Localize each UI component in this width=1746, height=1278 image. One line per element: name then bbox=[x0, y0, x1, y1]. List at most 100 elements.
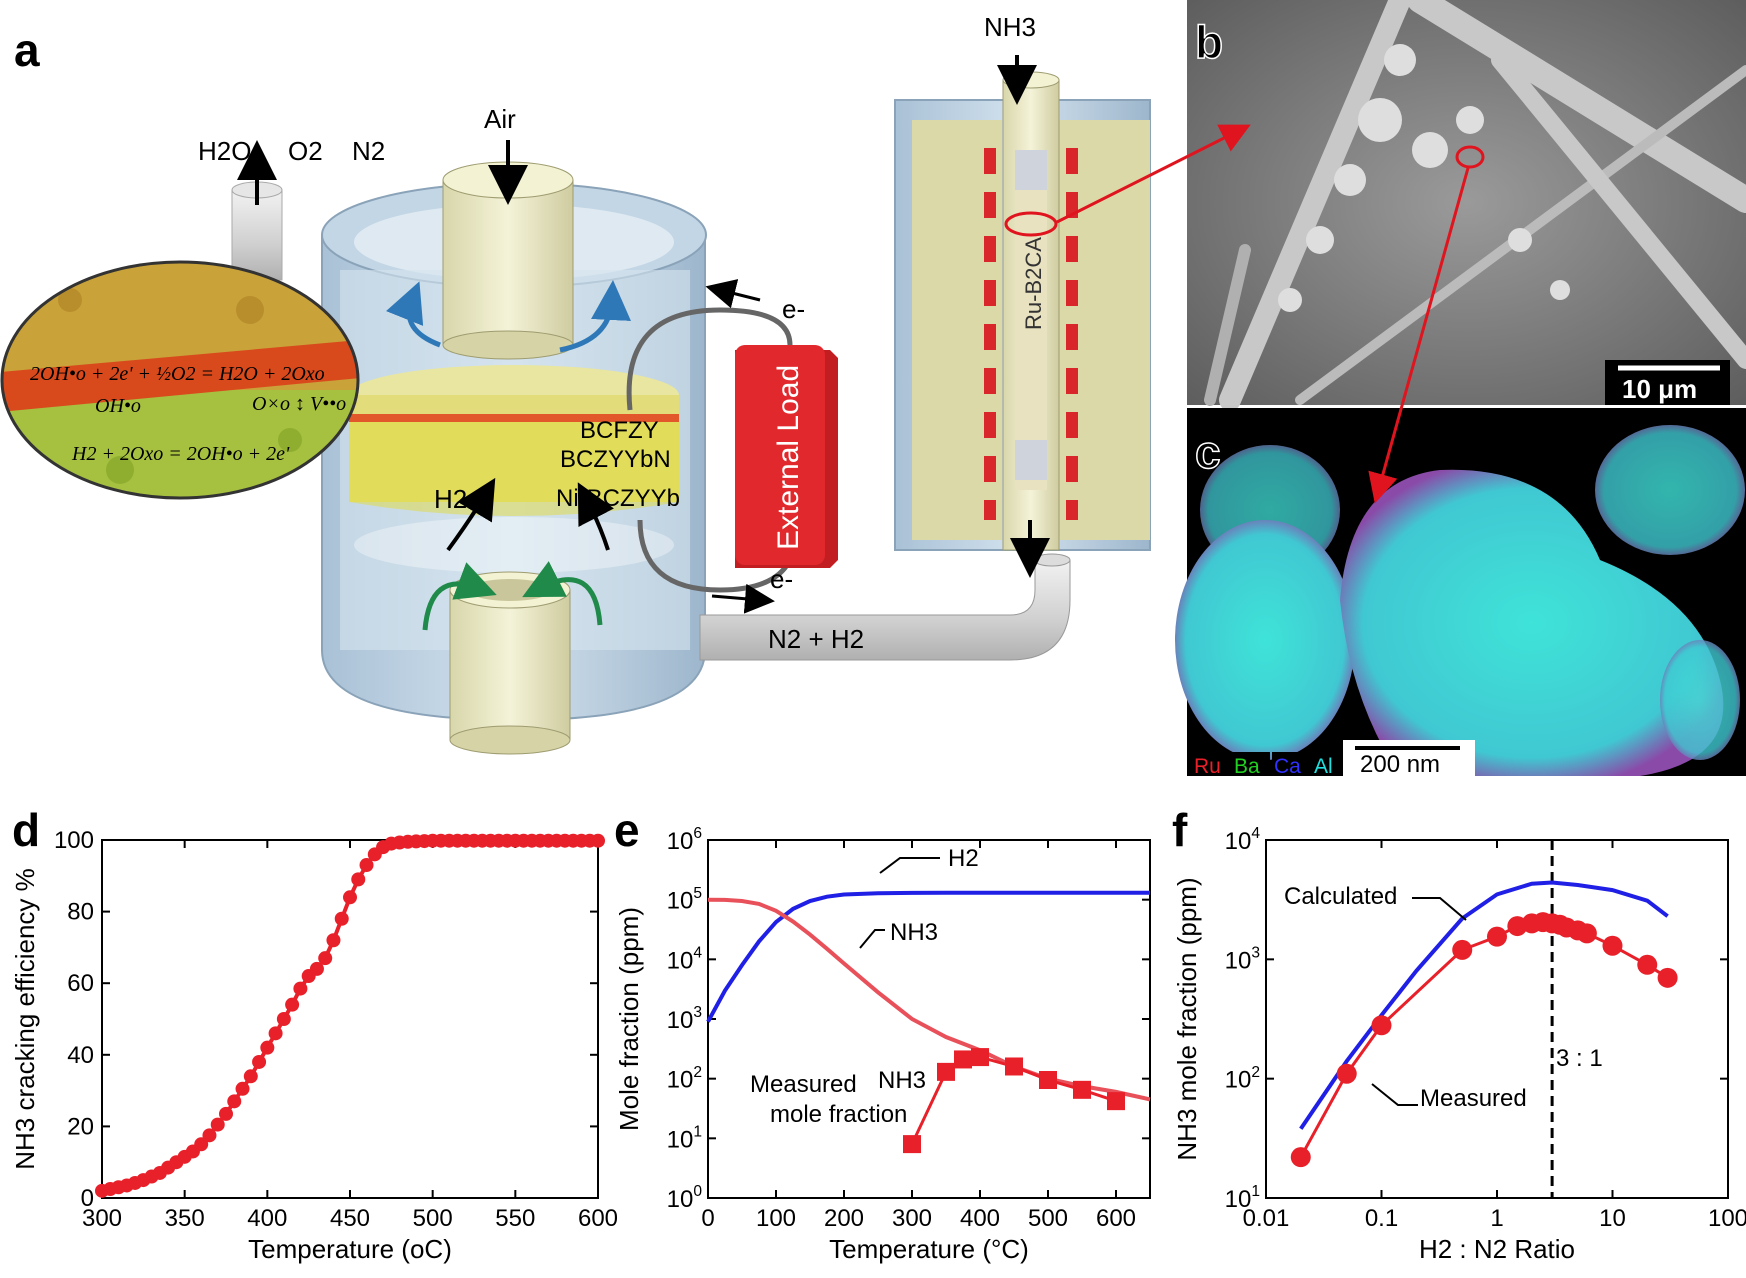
h2-label: H2 bbox=[434, 484, 467, 514]
data-point bbox=[235, 1081, 250, 1096]
panel-c: c Ru Ba Ca Al 200 nm bbox=[1175, 408, 1746, 778]
data-point bbox=[1039, 1070, 1057, 1089]
x-tick-label: 0.1 bbox=[1365, 1205, 1398, 1232]
y-tick-label: 106 bbox=[667, 825, 702, 855]
mole-fraction-annotation: mole fraction bbox=[770, 1101, 907, 1128]
y-axis-label: Mole fraction (ppm) bbox=[614, 907, 644, 1131]
data-point bbox=[359, 858, 374, 873]
x-tick-label: 500 bbox=[1028, 1205, 1068, 1232]
y-tick-label: 20 bbox=[67, 1113, 94, 1140]
layer-label-anode: Ni-BCZYYb bbox=[556, 485, 680, 512]
data-point bbox=[343, 890, 357, 905]
x-tick-label: 100 bbox=[1708, 1205, 1746, 1232]
data-point bbox=[326, 933, 341, 948]
legend-item-bg bbox=[1232, 752, 1270, 776]
heater-dashes bbox=[984, 148, 1078, 520]
measured-annotation: Measured bbox=[750, 1071, 857, 1098]
chart-d: d 300 350 400 450 500 550 600 0 20 40 60 80 100 Tempe… bbox=[10, 804, 618, 1264]
data-point bbox=[903, 1135, 921, 1154]
scalebar-c: 200 nm bbox=[1360, 751, 1440, 778]
x-tick-label: 100 bbox=[756, 1205, 796, 1232]
data-point bbox=[1602, 935, 1623, 956]
membrane-zoom-ellipse: 2OH•o + 2e' + ½O2 = H2O + 2Oxo OH•o O×o … bbox=[0, 260, 360, 500]
y-tick-label: 101 bbox=[667, 1124, 702, 1154]
fuel-flow-arrow bbox=[422, 562, 497, 631]
series-line-measured-1 bbox=[1299, 920, 1669, 1158]
y-tick-label: 103 bbox=[667, 1004, 702, 1034]
legend-item-ba: Ba bbox=[1234, 755, 1260, 778]
data-point bbox=[293, 981, 308, 996]
nh3-annotation: NH3 bbox=[890, 919, 938, 946]
data-point bbox=[1005, 1057, 1023, 1076]
legend-item-al: Al bbox=[1314, 755, 1333, 778]
x-tick-label: 10 bbox=[1599, 1205, 1626, 1232]
y-tick-label: 60 bbox=[67, 970, 94, 997]
x-tick-label: 200 bbox=[824, 1205, 864, 1232]
y-tick-label: 102 bbox=[667, 1064, 702, 1094]
scalebar-b: 10 μm bbox=[1622, 374, 1697, 404]
y-tick-label: 104 bbox=[1225, 825, 1261, 855]
data-point bbox=[954, 1050, 972, 1069]
calculated-leader bbox=[1412, 897, 1467, 921]
measured-annotation: Measured bbox=[1420, 1085, 1527, 1112]
n2-label: N2 bbox=[352, 136, 385, 166]
data-point bbox=[285, 997, 300, 1012]
y-tick-label: 80 bbox=[67, 899, 94, 926]
cracking-reactor: Ru-B2CA bbox=[894, 71, 1151, 551]
y-tick-label: 0 bbox=[81, 1185, 94, 1212]
y-tick-label: 103 bbox=[1225, 945, 1260, 975]
data-point bbox=[276, 1012, 291, 1026]
x-tick-label: 300 bbox=[82, 1205, 122, 1232]
layer-label-electrolyte: BCZYYbN bbox=[560, 446, 671, 473]
h2-annotation: H2 bbox=[948, 845, 979, 872]
panel-label-e: e bbox=[614, 804, 640, 856]
data-point bbox=[1107, 1092, 1125, 1111]
eds-legend: Ru Ba Ca Al bbox=[1192, 752, 1350, 778]
x-axis-label: Temperature (oC) bbox=[248, 1234, 452, 1264]
x-tick-label: 550 bbox=[495, 1205, 535, 1232]
catalyst-highlight-circle bbox=[1004, 211, 1058, 237]
data-point bbox=[260, 1040, 275, 1055]
x-tick-label: 0 bbox=[701, 1205, 714, 1232]
panel-label-b: b bbox=[1195, 16, 1223, 68]
y-tick-label: 100 bbox=[667, 1183, 703, 1213]
measured-leader bbox=[1371, 1083, 1418, 1106]
y-axis-label: NH3 cracking efficiency % bbox=[10, 868, 40, 1170]
air-flow-arrow bbox=[559, 280, 631, 353]
data-point bbox=[351, 872, 366, 887]
x-tick-label: 400 bbox=[247, 1205, 287, 1232]
data-point bbox=[1657, 967, 1678, 988]
data-point bbox=[318, 951, 333, 966]
series-line-h2-0 bbox=[706, 890, 1150, 1023]
chart-e: e 0 100 200 300 400 500 6001001011021031041051… bbox=[614, 804, 1151, 1264]
measured-gas-annotation: NH3 bbox=[878, 1067, 926, 1094]
data-point bbox=[1637, 954, 1658, 975]
equation-vacancy: O×o ↕ V••o bbox=[252, 393, 346, 415]
electron-label-top: e- bbox=[782, 294, 805, 324]
sem-highlight-circle bbox=[1455, 145, 1485, 169]
fuel-flow-arrow bbox=[522, 561, 603, 626]
equation-hydroxide: OH•o bbox=[95, 395, 141, 417]
x-tick-label: 600 bbox=[578, 1205, 618, 1232]
equation-hydrogen-oxidation: H2 + 2Oxo = 2OH•o + 2e' bbox=[71, 443, 290, 465]
legend-item-ca: Ca bbox=[1274, 755, 1301, 778]
data-point bbox=[334, 911, 349, 926]
layer-label-cathode: BCFZY bbox=[580, 417, 659, 444]
data-point bbox=[252, 1054, 267, 1069]
panel-a: a Air bbox=[0, 12, 1151, 755]
wire-bottom bbox=[637, 519, 793, 593]
data-point bbox=[1073, 1080, 1091, 1099]
panel-b: 10 μm b bbox=[1187, 0, 1746, 411]
gas-pipe bbox=[699, 559, 1071, 661]
x-axis-label: Temperature (°C) bbox=[829, 1234, 1029, 1264]
data-point bbox=[937, 1062, 955, 1081]
wire-top bbox=[626, 307, 793, 411]
catalyst-label: Ru-B2CA bbox=[1021, 237, 1046, 330]
legend-item-ru: Ru bbox=[1194, 755, 1221, 778]
o2-label: O2 bbox=[288, 136, 323, 166]
electron-label-bottom: e- bbox=[770, 564, 793, 594]
data-point bbox=[268, 1026, 283, 1041]
h2-leader bbox=[879, 857, 940, 874]
fuel-inlet-tube bbox=[449, 571, 571, 755]
